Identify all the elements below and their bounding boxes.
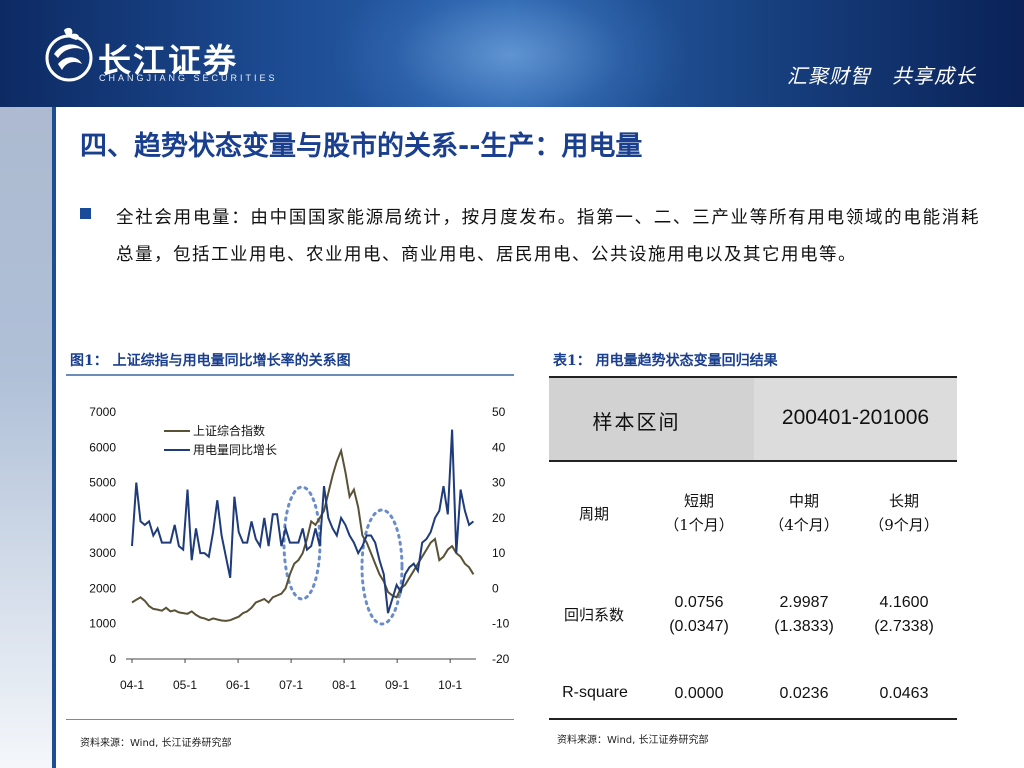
col-mid: 中期 （4个月）	[769, 492, 839, 534]
y-right-tick-label: 10	[492, 546, 506, 560]
line-chart: 0 1000 2000 3000 4000 5000 6000 7000 -20 -10 0 10 20…	[89, 405, 509, 692]
left-decor-rail	[0, 107, 56, 768]
y-left-tick-label: 3000	[89, 546, 116, 560]
legend-label: 上证综合指数	[193, 423, 265, 438]
y-left-tick-label: 4000	[89, 511, 116, 525]
coef-mid: 2.9987 (1.3833)	[774, 594, 834, 635]
y-right-tick-label: 30	[492, 476, 506, 490]
rsq-long: 0.0463	[879, 685, 929, 702]
rsq-short: 0.0000	[674, 685, 724, 702]
header-slogan: 汇聚财智 共享成长	[787, 64, 976, 88]
series-line-electricity	[131, 429, 475, 614]
legend-label: 用电量同比增长	[193, 443, 277, 457]
y-right-tick-label: 20	[492, 511, 506, 525]
sample-label: 样本区间	[592, 410, 681, 434]
y-right-tick-label: -20	[492, 652, 510, 666]
x-tick-label: 06-1	[226, 678, 250, 692]
coef-short: 0.0756 (0.0347)	[669, 594, 729, 635]
period-label: 周期	[578, 505, 609, 523]
series-line-index	[131, 447, 475, 622]
figure-top-rule	[66, 374, 514, 376]
col-long: 长期 （9个月）	[869, 492, 939, 534]
coef-long: 4.1600 (2.7338)	[874, 594, 934, 635]
logo-subtitle: CHANGJIANG SECURITIES	[99, 73, 278, 83]
header-band: 长江证券 CHANGJIANG SECURITIES 汇聚财智 共享成长	[0, 0, 1024, 107]
figure-caption: 图1： 上证综指与用电量同比增长率的关系图	[70, 353, 351, 369]
table-bottom-rule	[549, 718, 957, 720]
x-tick-label: 10-1	[438, 678, 462, 692]
x-tick-label: 08-1	[332, 678, 356, 692]
y-right-tick-label: -10	[492, 617, 510, 631]
highlight-ellipse-2009	[360, 508, 404, 626]
bullet-text: 全社会用电量：由中国国家能源局统计，按月度发布。指第一、二、三产业等所有用电领域…	[116, 208, 980, 265]
y-right-tick-label: 40	[492, 440, 506, 454]
logo-emblem-icon	[45, 27, 93, 82]
header-glow	[330, 0, 690, 107]
rsq-mid: 0.0236	[779, 685, 829, 702]
rsq-label: R-square	[562, 684, 628, 701]
logo-text: 长江证券	[98, 41, 238, 80]
y-left-tick-label: 2000	[89, 581, 116, 595]
figure-bottom-rule	[66, 719, 514, 720]
y-left-tick-label: 7000	[89, 405, 116, 419]
y-left-tick-label: 1000	[89, 617, 116, 631]
y-right-tick-label: 0	[492, 581, 499, 595]
table-source: 资料来源：Wind, 长江证券研究部	[557, 735, 709, 746]
chart-series	[131, 429, 475, 622]
y-right-tick-label: 50	[492, 405, 506, 419]
sample-range: 200401-201006	[781, 406, 930, 429]
table-header: 样本区间 200401-201006	[549, 376, 957, 462]
figure-source: 资料来源：Wind, 长江证券研究部	[80, 738, 232, 749]
col-short: 短期 （1个月）	[664, 492, 734, 534]
x-tick-label: 09-1	[385, 678, 409, 692]
y-left-tick-label: 5000	[89, 476, 116, 490]
slide-title: 四、趋势状态变量与股市的关系--生产：用电量	[80, 131, 643, 162]
x-tick-label: 05-1	[173, 678, 197, 692]
y-left-tick-label: 0	[109, 652, 116, 666]
x-tick-label: 04-1	[120, 678, 144, 692]
y-left-tick-label: 6000	[89, 440, 116, 454]
bullet-square-icon	[80, 208, 91, 219]
coef-label: 回归系数	[563, 606, 624, 624]
chart-axes: 0 1000 2000 3000 4000 5000 6000 7000 -20 -10 0 10 20…	[89, 405, 509, 692]
company-logo	[44, 24, 284, 88]
left-decor-line	[52, 107, 56, 768]
x-tick-label: 07-1	[279, 678, 303, 692]
table-caption: 表1： 用电量趋势状态变量回归结果	[553, 353, 778, 369]
